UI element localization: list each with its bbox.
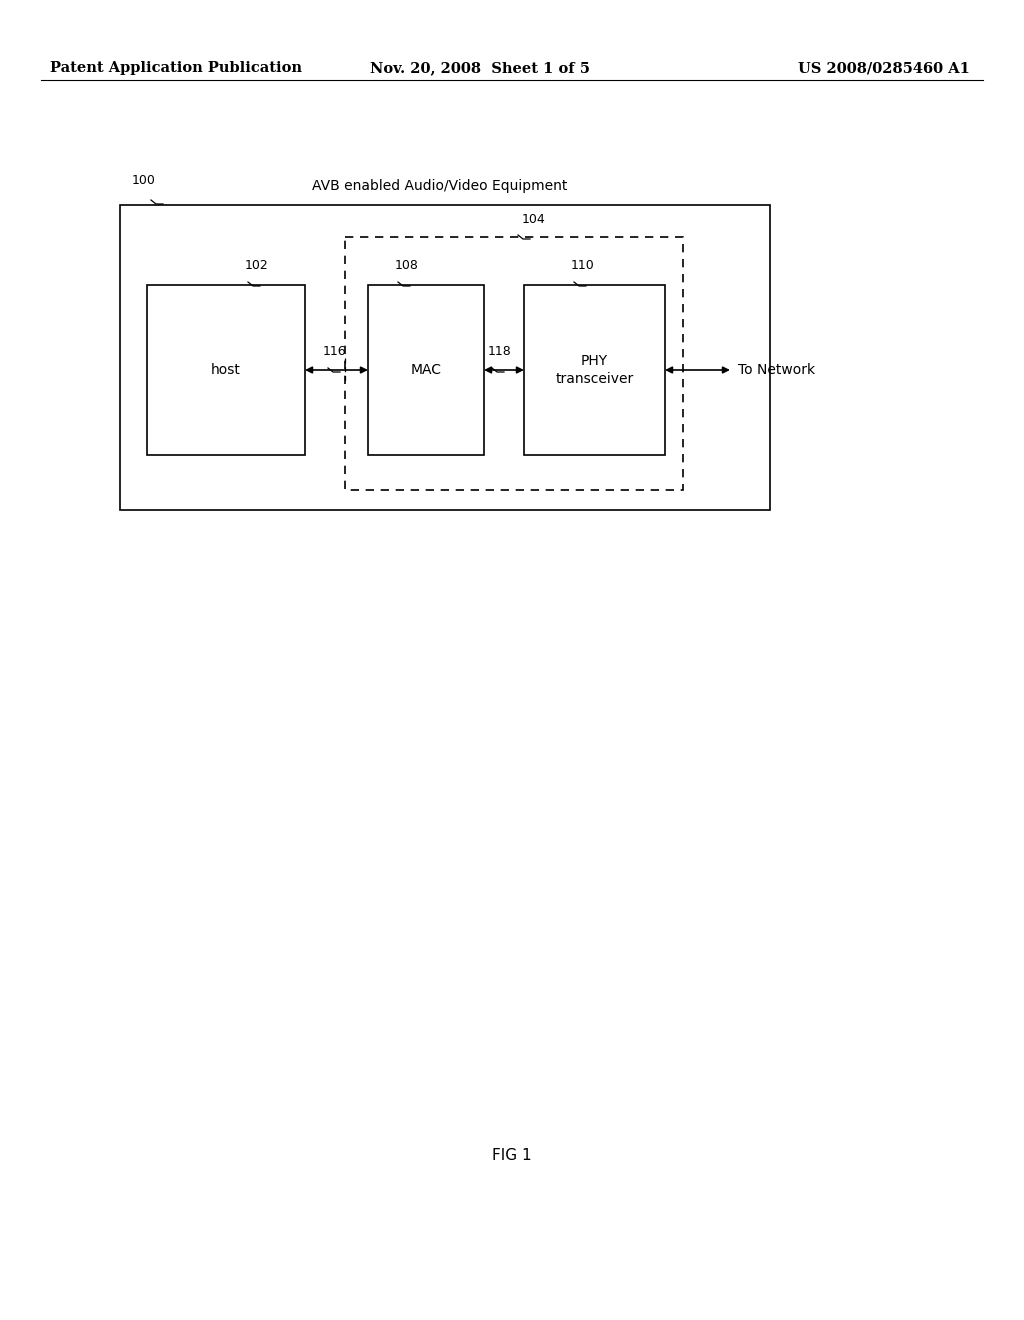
Text: 108: 108	[395, 259, 419, 272]
Text: 116: 116	[323, 345, 347, 358]
Text: 104: 104	[522, 213, 546, 226]
Text: To Network: To Network	[738, 363, 815, 378]
Bar	[524, 285, 665, 455]
Text: MAC: MAC	[411, 363, 441, 378]
Text: 102: 102	[245, 259, 268, 272]
Bar	[368, 285, 484, 455]
Text: FIG 1: FIG 1	[493, 1147, 531, 1163]
Text: PHY
transceiver: PHY transceiver	[555, 354, 634, 387]
Bar	[120, 205, 770, 510]
Text: US 2008/0285460 A1: US 2008/0285460 A1	[798, 61, 970, 75]
Text: 100: 100	[132, 174, 156, 187]
Text: AVB enabled Audio/Video Equipment: AVB enabled Audio/Video Equipment	[312, 180, 567, 193]
Bar	[147, 285, 305, 455]
Bar	[345, 238, 683, 490]
Text: host: host	[211, 363, 241, 378]
Text: 118: 118	[488, 345, 512, 358]
Text: Nov. 20, 2008  Sheet 1 of 5: Nov. 20, 2008 Sheet 1 of 5	[370, 61, 590, 75]
Text: 110: 110	[571, 259, 595, 272]
Text: Patent Application Publication: Patent Application Publication	[50, 61, 302, 75]
